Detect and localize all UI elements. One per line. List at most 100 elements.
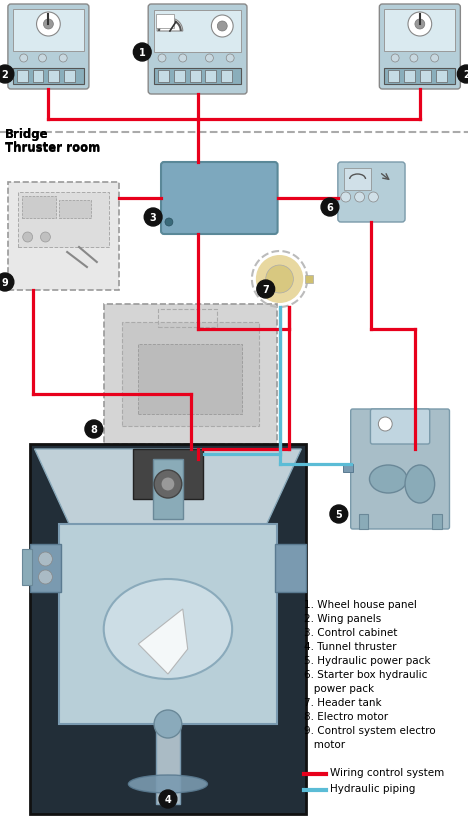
- Circle shape: [154, 470, 182, 498]
- Circle shape: [85, 421, 103, 439]
- Circle shape: [38, 552, 52, 566]
- Circle shape: [330, 505, 348, 523]
- Bar: [30, 544, 61, 592]
- Bar: [436, 71, 447, 83]
- Bar: [174, 71, 185, 83]
- FancyBboxPatch shape: [161, 163, 278, 234]
- Text: 5: 5: [336, 509, 342, 519]
- Circle shape: [179, 55, 187, 63]
- Text: motor: motor: [304, 739, 346, 749]
- Circle shape: [133, 44, 151, 62]
- Text: 5. Hydraulic power pack: 5. Hydraulic power pack: [304, 655, 431, 665]
- Bar: [205, 71, 216, 83]
- Circle shape: [378, 417, 392, 431]
- Bar: [121, 323, 259, 426]
- Circle shape: [161, 478, 175, 491]
- Text: 7: 7: [263, 285, 269, 295]
- Bar: [153, 460, 183, 519]
- Bar: [305, 276, 313, 284]
- Text: Thruster room: Thruster room: [5, 141, 100, 154]
- Bar: [343, 465, 353, 473]
- Bar: [384, 10, 456, 52]
- Circle shape: [205, 55, 213, 63]
- Bar: [22, 549, 32, 585]
- Circle shape: [226, 55, 234, 63]
- Bar: [48, 71, 59, 83]
- FancyBboxPatch shape: [338, 163, 405, 223]
- Ellipse shape: [405, 465, 435, 503]
- Bar: [22, 197, 56, 219]
- Bar: [133, 450, 202, 499]
- Bar: [13, 10, 84, 52]
- Text: 2: 2: [463, 70, 470, 80]
- FancyBboxPatch shape: [351, 410, 449, 529]
- Ellipse shape: [369, 465, 407, 493]
- Ellipse shape: [128, 775, 208, 793]
- Bar: [190, 71, 201, 83]
- Text: 4. Tunnel thruster: 4. Tunnel thruster: [304, 641, 397, 651]
- Bar: [13, 69, 84, 85]
- Circle shape: [266, 266, 293, 294]
- Bar: [154, 11, 241, 53]
- Circle shape: [256, 256, 303, 304]
- Text: 8: 8: [91, 425, 97, 435]
- Circle shape: [211, 16, 233, 38]
- Circle shape: [159, 790, 177, 808]
- Bar: [33, 71, 44, 83]
- Circle shape: [355, 193, 365, 203]
- Text: Hydraulic piping: Hydraulic piping: [330, 783, 415, 793]
- Text: 8. Electro motor: 8. Electro motor: [304, 711, 388, 721]
- Circle shape: [38, 55, 46, 63]
- Circle shape: [165, 219, 173, 227]
- Ellipse shape: [104, 580, 232, 679]
- Circle shape: [431, 55, 438, 63]
- Bar: [17, 71, 27, 83]
- Bar: [59, 524, 277, 724]
- Text: 3. Control cabinet: 3. Control cabinet: [304, 628, 398, 638]
- Bar: [64, 71, 75, 83]
- Circle shape: [40, 233, 50, 243]
- Bar: [432, 514, 442, 529]
- FancyBboxPatch shape: [148, 5, 247, 95]
- Bar: [384, 69, 456, 85]
- Circle shape: [321, 199, 339, 217]
- Circle shape: [158, 55, 166, 63]
- Text: 6: 6: [327, 203, 333, 213]
- Text: 2: 2: [1, 70, 9, 80]
- Text: 1: 1: [139, 48, 146, 58]
- Circle shape: [0, 274, 14, 291]
- Circle shape: [257, 281, 274, 299]
- Circle shape: [38, 570, 52, 585]
- Bar: [104, 305, 277, 445]
- Circle shape: [154, 710, 182, 738]
- Bar: [274, 544, 306, 592]
- Bar: [420, 71, 431, 83]
- Text: 1. Wheel house panel: 1. Wheel house panel: [304, 599, 417, 609]
- Circle shape: [415, 20, 425, 30]
- Polygon shape: [138, 609, 188, 674]
- Bar: [154, 69, 241, 85]
- Polygon shape: [35, 450, 301, 524]
- Text: Wiring control system: Wiring control system: [330, 767, 444, 777]
- Bar: [18, 193, 109, 248]
- Text: 6. Starter box hydraulic: 6. Starter box hydraulic: [304, 669, 428, 679]
- Text: Bridge: Bridge: [5, 128, 48, 141]
- Bar: [138, 344, 242, 415]
- Text: 9. Control system electro: 9. Control system electro: [304, 725, 436, 735]
- Wedge shape: [157, 19, 183, 32]
- Circle shape: [457, 66, 474, 84]
- Text: Bridge: Bridge: [5, 128, 48, 141]
- Bar: [30, 445, 306, 814]
- Bar: [221, 71, 232, 83]
- Text: Thruster room: Thruster room: [5, 142, 100, 155]
- Circle shape: [144, 209, 162, 227]
- Bar: [404, 71, 415, 83]
- Text: 9: 9: [1, 277, 9, 287]
- Bar: [8, 183, 118, 291]
- Text: power pack: power pack: [304, 683, 374, 693]
- Circle shape: [410, 55, 418, 63]
- Circle shape: [368, 193, 378, 203]
- Circle shape: [23, 233, 33, 243]
- Bar: [344, 169, 372, 190]
- FancyBboxPatch shape: [371, 410, 430, 445]
